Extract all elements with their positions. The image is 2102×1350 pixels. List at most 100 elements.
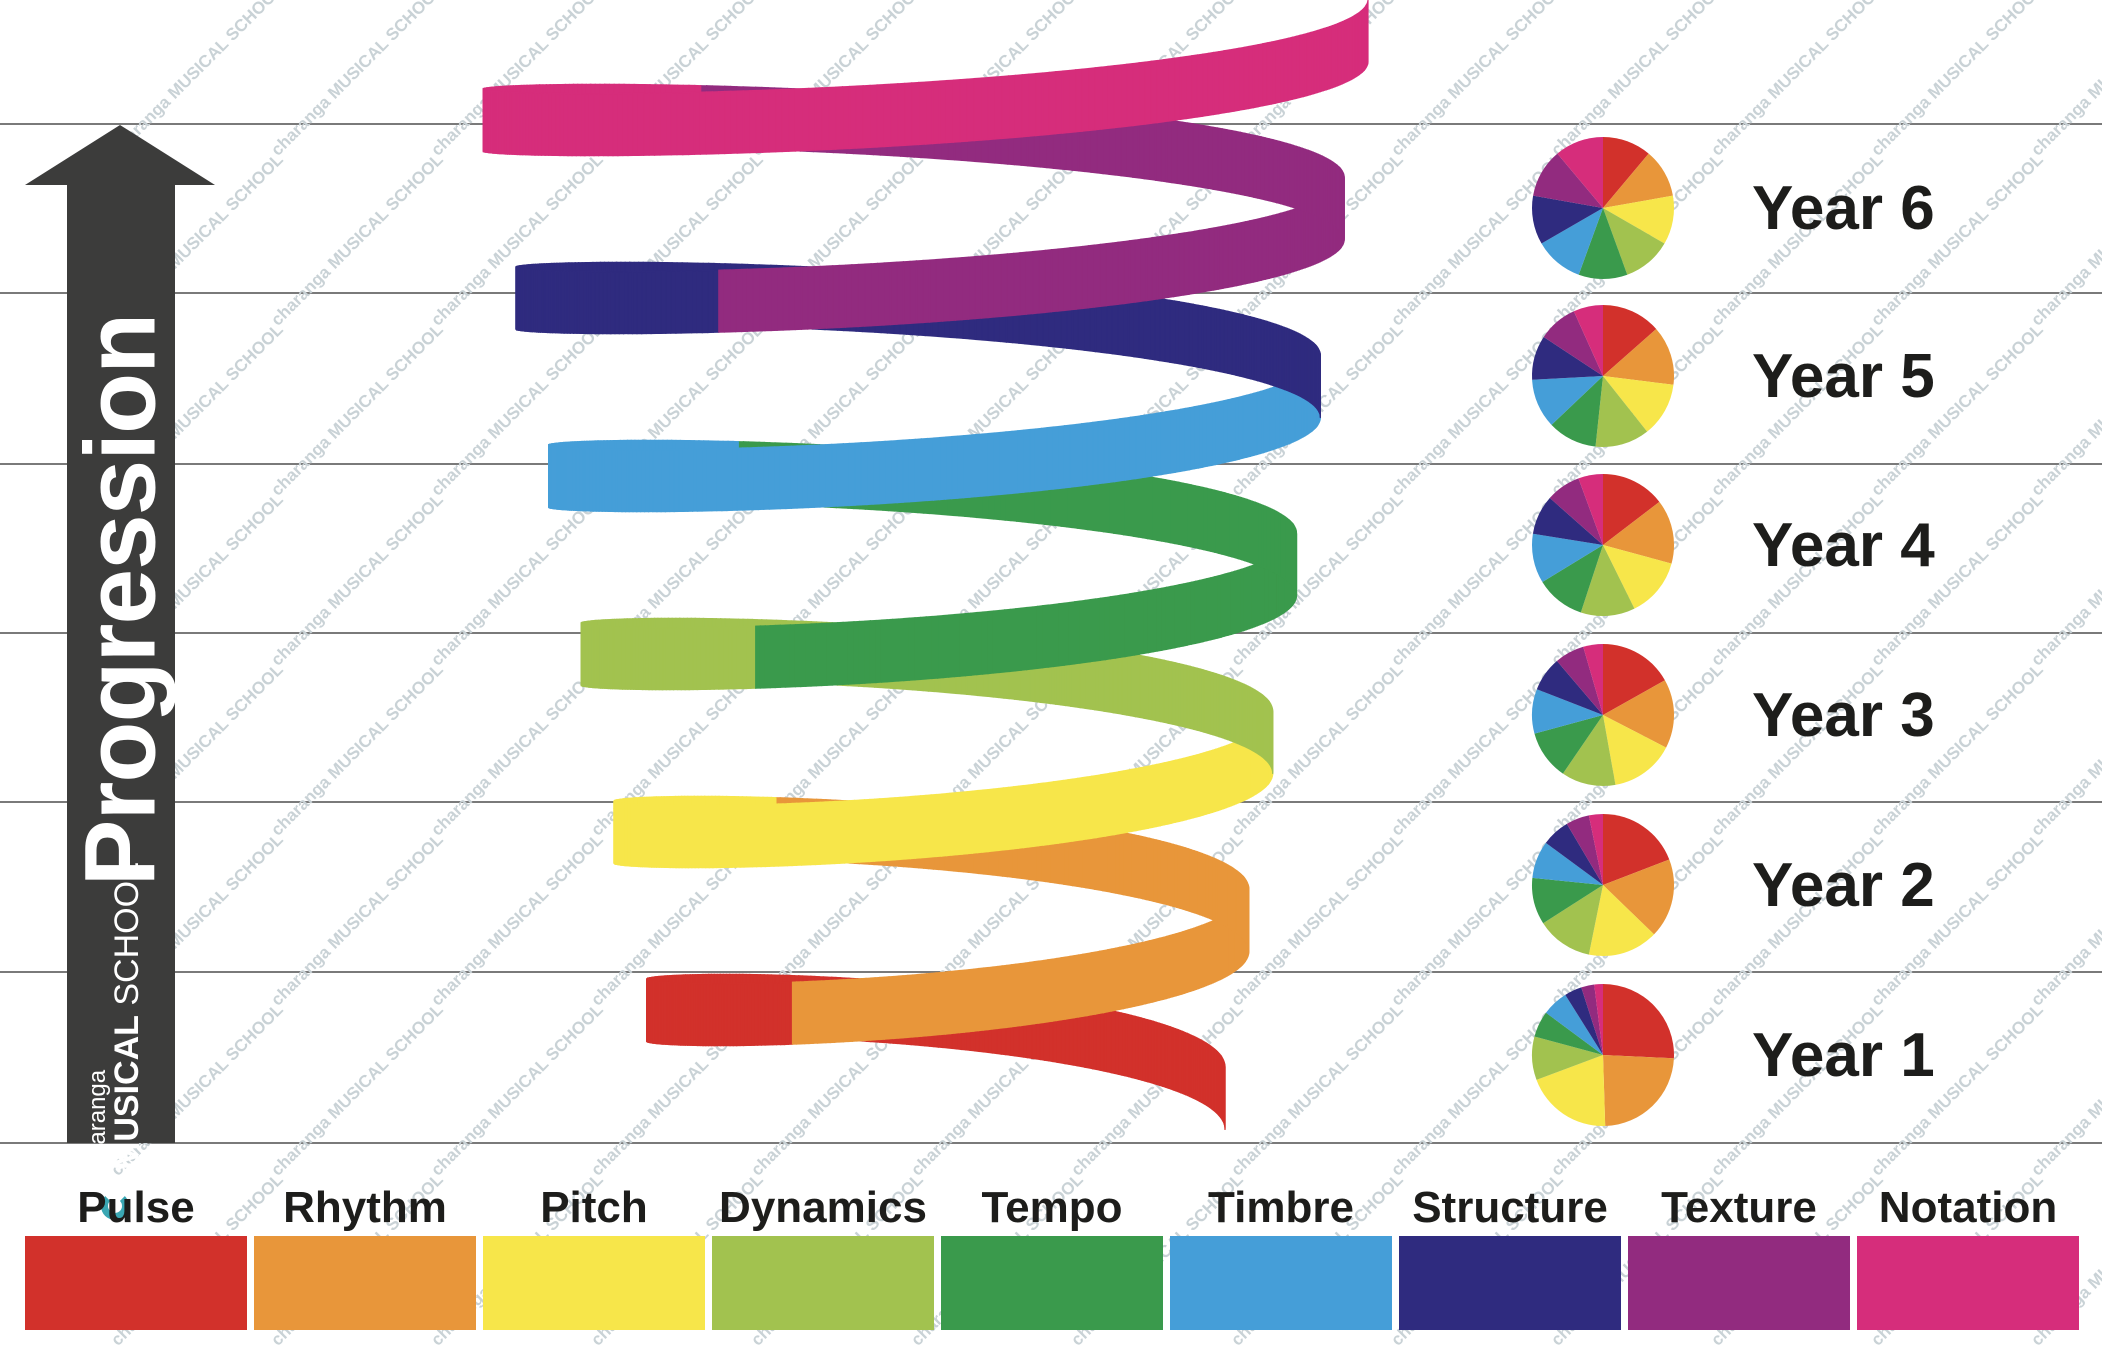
- ribbon-segment: [613, 94, 618, 156]
- ribbon-segment: [1165, 299, 1170, 362]
- ribbon-segment: [1064, 248, 1070, 311]
- ribbon-segment: [1234, 48, 1239, 111]
- ribbon-segment: [1148, 477, 1153, 540]
- ribbon-segment: [974, 969, 979, 1032]
- ribbon-segment: [912, 975, 917, 1037]
- ribbon-segment: [830, 980, 834, 1042]
- ribbon-segment: [1170, 481, 1174, 544]
- ribbon-segment: [1105, 773, 1110, 836]
- ribbon-segment: [599, 94, 604, 156]
- ribbon-segment: [697, 449, 702, 511]
- ribbon-segment: [751, 626, 756, 688]
- ribbon-segment: [919, 82, 926, 144]
- ribbon-segment: [890, 798, 895, 860]
- ribbon-segment: [1125, 417, 1130, 480]
- ribbon-segment: [827, 266, 833, 328]
- ribbon-segment: [757, 805, 761, 867]
- ribbon-segment: [971, 613, 977, 676]
- ribbon-segment: [790, 625, 795, 687]
- ribbon-segment: [753, 805, 757, 867]
- ribbon-segment: [679, 449, 684, 511]
- ribbon-segment: [1119, 771, 1123, 834]
- ribbon-segment: [1112, 242, 1118, 305]
- ribbon-segment: [975, 256, 982, 319]
- ribbon-segment: [1249, 46, 1254, 109]
- ribbon-segment: [988, 433, 994, 496]
- ribbon-segment: [1136, 768, 1140, 831]
- ribbon-segment: [649, 450, 653, 512]
- ribbon-segment: [1122, 652, 1126, 715]
- ribbon-segment: [1144, 766, 1148, 829]
- ribbon-segment: [623, 94, 628, 156]
- ribbon-segment: [967, 791, 972, 854]
- ribbon-segment: [803, 446, 809, 508]
- legend-item-texture: Texture: [1628, 1180, 1850, 1330]
- ribbon-segment: [1187, 484, 1191, 547]
- ribbon-segment: [1030, 429, 1036, 492]
- ribbon-segment: [689, 92, 695, 154]
- ribbon-segment: [1095, 951, 1099, 1014]
- ribbon-segment: [905, 797, 910, 859]
- ribbon-segment: [1039, 961, 1044, 1024]
- ribbon-segment: [862, 978, 867, 1040]
- ribbon-segment: [1192, 55, 1198, 118]
- ribbon-segment: [856, 86, 863, 148]
- ribbon-segment: [849, 443, 855, 505]
- ribbon-segment: [835, 801, 840, 863]
- ribbon-segment: [945, 972, 950, 1035]
- ribbon-segment: [624, 272, 628, 334]
- ribbon-segment: [1174, 234, 1179, 297]
- legend-label: Texture: [1628, 1180, 1850, 1236]
- ribbon-segment: [825, 802, 830, 864]
- ribbon-segment: [637, 272, 642, 334]
- ribbon-segment: [994, 433, 1000, 496]
- ribbon-segment: [1053, 427, 1059, 490]
- ribbon-segment: [653, 450, 657, 512]
- ribbon-segment: [756, 626, 761, 688]
- ribbon-segment: [719, 92, 725, 154]
- ribbon-segment: [801, 803, 806, 865]
- ribbon-segment: [1156, 118, 1162, 181]
- ribbon-segment: [788, 804, 793, 866]
- ribbon-segment: [774, 804, 778, 866]
- ribbon-segment: [1066, 956, 1070, 1019]
- ribbon-segment: [915, 617, 921, 679]
- ribbon-segment: [1069, 70, 1076, 133]
- ribbon-segment: [1065, 425, 1071, 488]
- pie-slice-rhythm: [1603, 1055, 1674, 1126]
- ribbon-segment: [1139, 295, 1144, 358]
- ribbon-segment: [820, 266, 826, 328]
- ribbon-segment: [1194, 406, 1199, 469]
- ribbon-segment: [909, 439, 915, 501]
- ribbon-segment: [1198, 125, 1203, 188]
- ribbon-segment: [806, 803, 811, 865]
- ribbon-segment: [1183, 122, 1188, 185]
- ribbon-segment: [1022, 74, 1029, 137]
- ribbon-segment: [676, 271, 681, 333]
- ribbon-segment: [957, 792, 962, 854]
- ribbon-segment: [1078, 778, 1083, 841]
- ribbon-segment: [797, 982, 801, 1044]
- ribbon-segment: [1214, 52, 1219, 115]
- ribbon-segment: [736, 270, 742, 332]
- ribbon-segment: [1138, 475, 1143, 538]
- legend-item-timbre: Timbre: [1170, 1180, 1392, 1330]
- ribbon-segment: [1188, 123, 1193, 186]
- ribbon-segment: [611, 272, 615, 334]
- ribbon-segment: [1120, 418, 1125, 481]
- ribbon-segment: [843, 444, 849, 506]
- ribbon-segment: [1244, 47, 1249, 110]
- ribbon-segment: [1149, 590, 1154, 653]
- ribbon-segment: [1144, 296, 1149, 359]
- ribbon-segment: [1114, 772, 1118, 835]
- ribbon-segment: [873, 442, 879, 504]
- ribbon-segment: [1214, 227, 1219, 290]
- ribbon-segment: [1113, 651, 1118, 714]
- legend-swatch: [712, 1236, 934, 1330]
- ribbon-segment: [1184, 232, 1189, 295]
- ribbon-segment: [1220, 310, 1224, 373]
- ribbon-segment: [796, 625, 801, 687]
- ribbon-segment: [809, 88, 816, 150]
- ribbon-segment: [1094, 244, 1100, 307]
- ribbon-segment: [1070, 956, 1074, 1019]
